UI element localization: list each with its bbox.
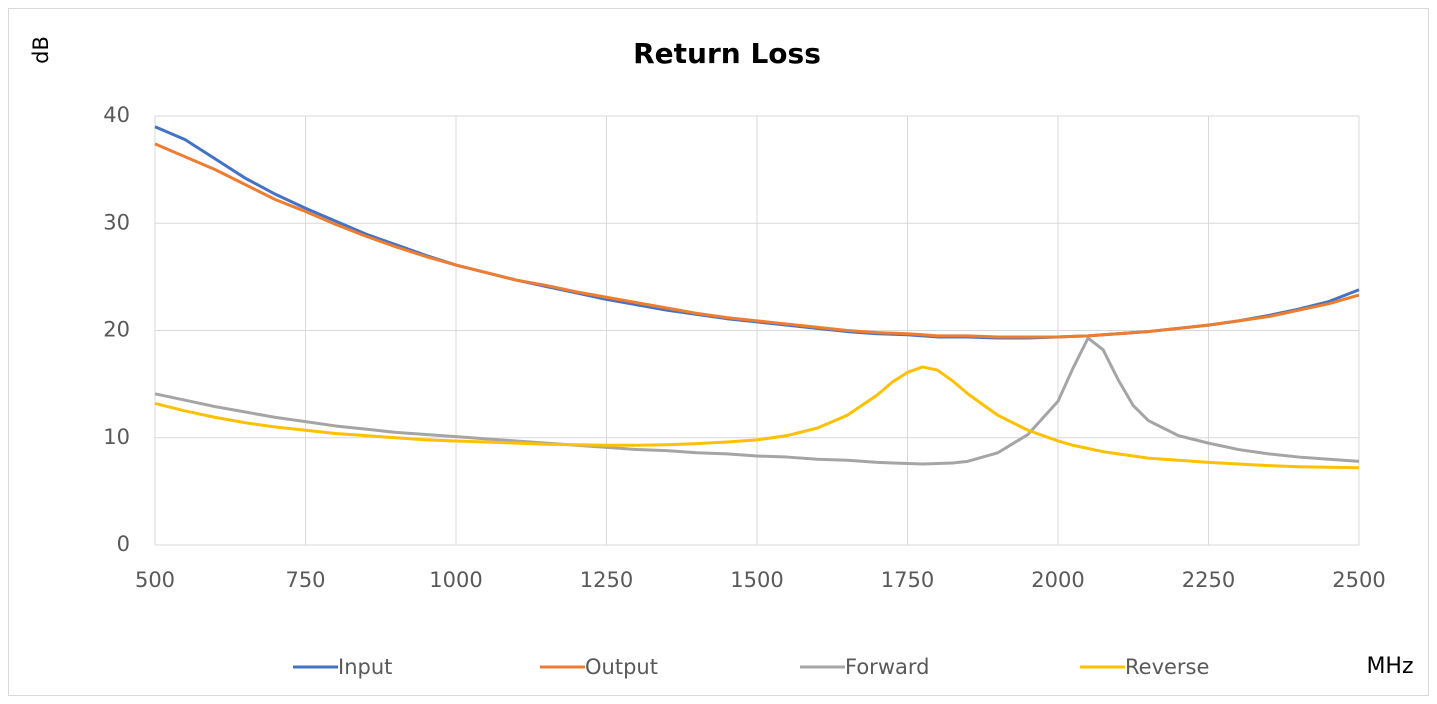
y-tick-label: 40 (103, 103, 130, 127)
x-tick-label: 1750 (881, 568, 934, 592)
legend-label: Forward (845, 655, 929, 679)
x-tick-label: 2250 (1182, 568, 1235, 592)
y-tick-label: 20 (103, 318, 130, 342)
legend-label: Reverse (1125, 655, 1209, 679)
x-tick-label: 2000 (1031, 568, 1084, 592)
legend-label: Input (338, 655, 392, 679)
x-tick-label: 2500 (1332, 568, 1385, 592)
y-tick-label: 0 (117, 532, 130, 556)
chart-border (8, 8, 1429, 696)
x-tick-label: 1000 (429, 568, 482, 592)
series-line (154, 365, 1360, 470)
y-tick-label: 10 (103, 425, 130, 449)
y-axis-label: dB (29, 36, 53, 64)
x-tick-label: 500 (135, 568, 175, 592)
series-line (154, 142, 1360, 339)
series-line (154, 336, 1360, 466)
chart-title: Return Loss (633, 37, 821, 70)
x-tick-label: 1250 (580, 568, 633, 592)
x-tick-label: 1500 (730, 568, 783, 592)
x-tick-label: 750 (285, 568, 325, 592)
legend-label: Output (585, 655, 658, 679)
x-axis-label: MHz (1366, 654, 1413, 679)
y-tick-label: 30 (103, 210, 130, 234)
